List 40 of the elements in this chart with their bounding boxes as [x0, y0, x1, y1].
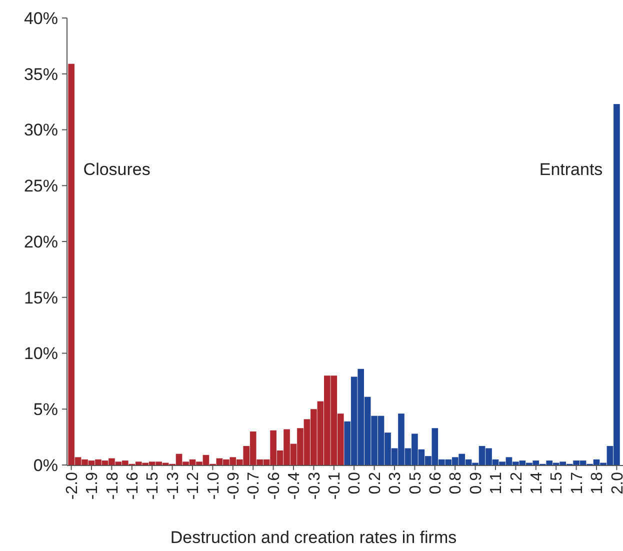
- x-tick-label: 0.9: [468, 472, 485, 494]
- y-tick-label: 0%: [33, 456, 58, 475]
- x-tick-label: 0.6: [428, 472, 444, 494]
- x-tick-label: -1.3: [164, 472, 182, 500]
- y-tick-label: 15%: [24, 288, 58, 308]
- x-axis-title: Destruction and creation rates in firms: [170, 528, 457, 547]
- x-tick-label: -0.3: [306, 472, 324, 500]
- x-tick-label: -1.8: [104, 472, 122, 500]
- x-tick-label: -2.0: [64, 472, 81, 500]
- x-tick-label: 2.0: [609, 472, 623, 494]
- x-tick-label: -0.4: [286, 472, 304, 500]
- x-tick-label: 1.1: [488, 472, 506, 494]
- x-tick-label: 1.7: [568, 472, 586, 494]
- annotation: Closures: [83, 160, 150, 179]
- x-tick-label: 0.2: [366, 472, 384, 494]
- x-tick-label: -0.9: [226, 472, 242, 500]
- x-tick-label: 1.8: [589, 472, 606, 494]
- x-tick-label: 1.5: [548, 472, 566, 494]
- x-tick-label: -0.1: [326, 472, 344, 500]
- y-tick-label: 40%: [24, 8, 58, 28]
- x-tick-label: -1.5: [144, 472, 162, 500]
- x-tick-label: 1.4: [528, 472, 546, 494]
- x-tick-label: 1.2: [508, 472, 526, 494]
- y-tick-label: 30%: [24, 120, 58, 140]
- annotation: Entrants: [539, 160, 603, 179]
- x-tick-label: -0.7: [246, 472, 263, 500]
- y-tick-label: 5%: [33, 400, 58, 420]
- x-tick-label: 0.8: [448, 472, 465, 494]
- y-tick-label: 25%: [24, 176, 58, 196]
- y-tick-label: 10%: [24, 344, 58, 364]
- y-tick-label: 35%: [24, 64, 58, 84]
- y-tick-label: 20%: [24, 232, 58, 252]
- x-tick-label: 0.3: [387, 472, 404, 494]
- x-tick-label: -1.2: [185, 472, 202, 500]
- x-tick-label: 0.0: [346, 472, 364, 494]
- x-tick-label: -0.6: [266, 472, 283, 500]
- x-tick-label: -1.0: [205, 472, 222, 500]
- x-tick-label: -1.9: [84, 472, 102, 500]
- x-tick-label: 0.5: [407, 472, 424, 494]
- x-tick-label: -1.6: [124, 472, 142, 500]
